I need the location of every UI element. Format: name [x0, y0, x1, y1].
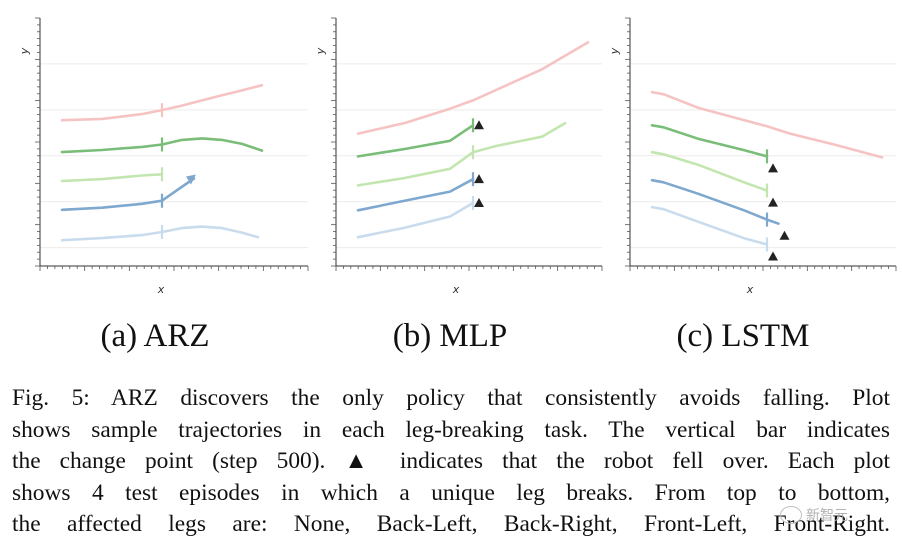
fell-marker-icon: [768, 251, 778, 261]
fell-marker-icon: [474, 174, 484, 184]
figure-caption: Fig. 5: ARZ discovers the only policy th…: [12, 383, 890, 541]
x-axis-label: x: [157, 283, 165, 296]
y-axis-label: y: [18, 47, 31, 55]
series-line-back-left: [650, 124, 769, 158]
series-line-back-right: [650, 150, 769, 192]
series-line-back-left: [60, 137, 264, 154]
arrow-head-icon: [186, 174, 196, 185]
caption-line: shows 4 test episodes in which a unique …: [12, 479, 890, 506]
chart-panel-a: xy: [18, 17, 309, 296]
caption-line: shows sample trajectories in each leg-br…: [12, 416, 890, 443]
caption-line: the change point (step 500). ▲ indicates…: [12, 448, 890, 474]
fell-marker-icon: [779, 230, 790, 240]
series-line-none: [650, 90, 884, 159]
fell-marker-icon: [768, 163, 778, 173]
series-line-back-right: [60, 173, 164, 183]
wechat-logo-icon: [780, 506, 802, 524]
series-line-front-left: [356, 177, 475, 212]
series-line-none: [60, 83, 264, 122]
series-line-front-right: [60, 225, 260, 242]
subcaption-c: (c) LSTM: [676, 318, 810, 354]
y-axis-label: y: [314, 47, 327, 55]
y-axis-label: y: [608, 47, 621, 55]
fell-marker-icon: [474, 198, 484, 207]
series-line-front-left: [60, 177, 196, 212]
chart-panel-b: xy: [314, 17, 603, 296]
watermark: 新智元: [780, 502, 890, 528]
fell-marker-icon: [474, 120, 484, 130]
subcaption-a: (a) ARZ: [100, 318, 210, 354]
series-line-back-left: [356, 124, 475, 158]
series-line-none: [356, 41, 590, 135]
series-line-front-left: [650, 178, 780, 225]
chart-panel-c: xy: [608, 17, 897, 296]
fell-marker-icon: [768, 197, 778, 207]
x-axis-label: x: [746, 283, 754, 296]
series-line-front-right: [356, 201, 475, 239]
series-line-front-right: [650, 205, 769, 246]
x-axis-label: x: [452, 283, 460, 296]
subcaption-b: (b) MLP: [392, 318, 508, 354]
caption-line: Fig. 5: ARZ discovers the only policy th…: [12, 385, 890, 411]
caption-line: the affected legs are: None, Back-Left, …: [12, 511, 890, 537]
watermark-text: 新智元: [806, 508, 848, 524]
